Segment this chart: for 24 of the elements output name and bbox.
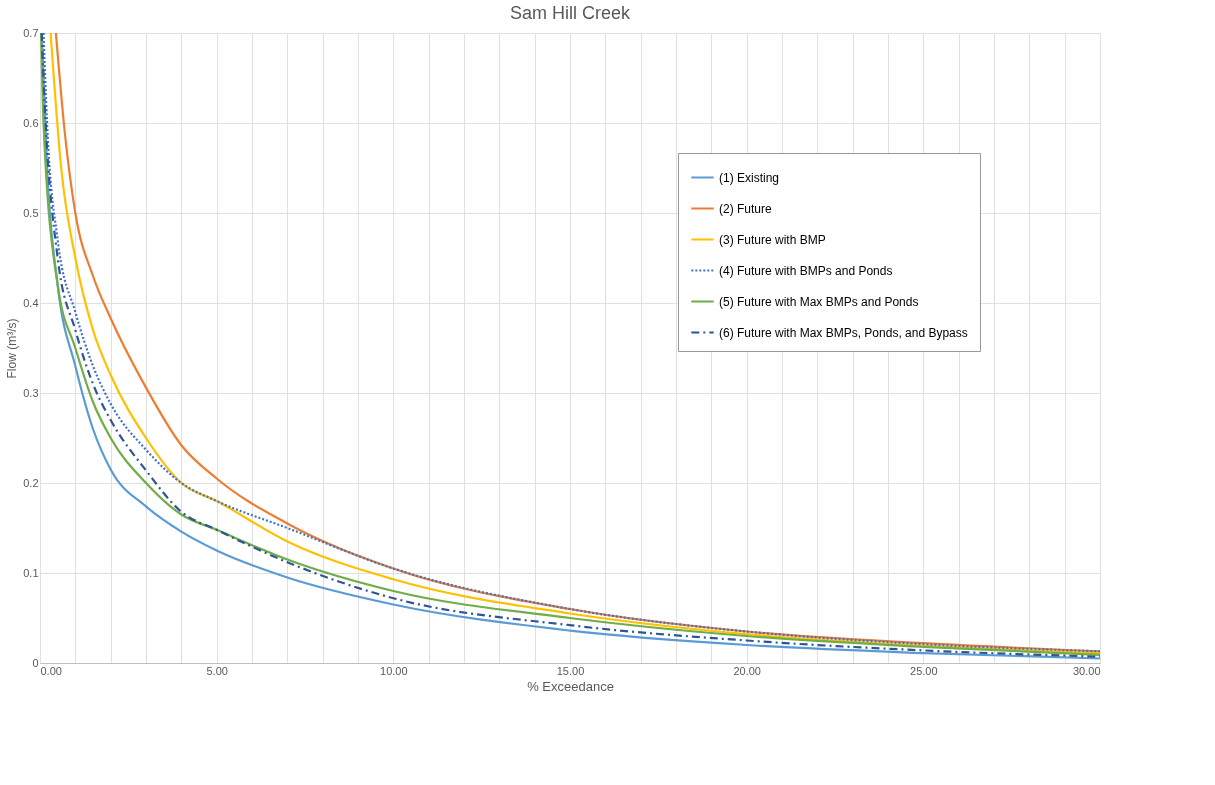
- y-tick-label: 0.5: [23, 206, 39, 219]
- y-tick-label: 0.2: [23, 476, 39, 489]
- x-tick-label: 15.00: [556, 664, 585, 677]
- x-tick-label: 20.00: [733, 664, 761, 677]
- x-axis-title: % Exceedance: [527, 678, 614, 694]
- y-tick-label: 0: [32, 656, 39, 669]
- legend-label: (1) Existing: [719, 170, 780, 185]
- x-tick-label: 10.00: [380, 664, 408, 677]
- y-tick-label: 0.3: [23, 386, 39, 399]
- x-tick-label: 0.00: [40, 664, 62, 677]
- x-tick-label: 5.00: [206, 664, 228, 677]
- y-tick-label: 0.7: [23, 26, 39, 39]
- chart-title: Sam Hill Creek: [509, 3, 632, 23]
- y-tick-label: 0.1: [23, 566, 39, 579]
- y-axis-title: Flow (m³/s): [5, 318, 20, 379]
- x-tick-label: 25.00: [910, 664, 938, 677]
- x-tick-label: 30.00: [1072, 664, 1101, 677]
- y-tick-label: 0.6: [23, 116, 39, 129]
- y-tick-label: 0.4: [23, 296, 39, 309]
- legend-label: (3) Future with BMP: [719, 232, 826, 247]
- legend-label: (4) Future with BMPs and Ponds: [719, 263, 893, 278]
- legend-label: (6) Future with Max BMPs, Ponds, and Bypass: [719, 325, 968, 340]
- legend-label: (5) Future with Max BMPs and Ponds: [719, 294, 919, 309]
- legend-label: (2) Future: [719, 201, 773, 216]
